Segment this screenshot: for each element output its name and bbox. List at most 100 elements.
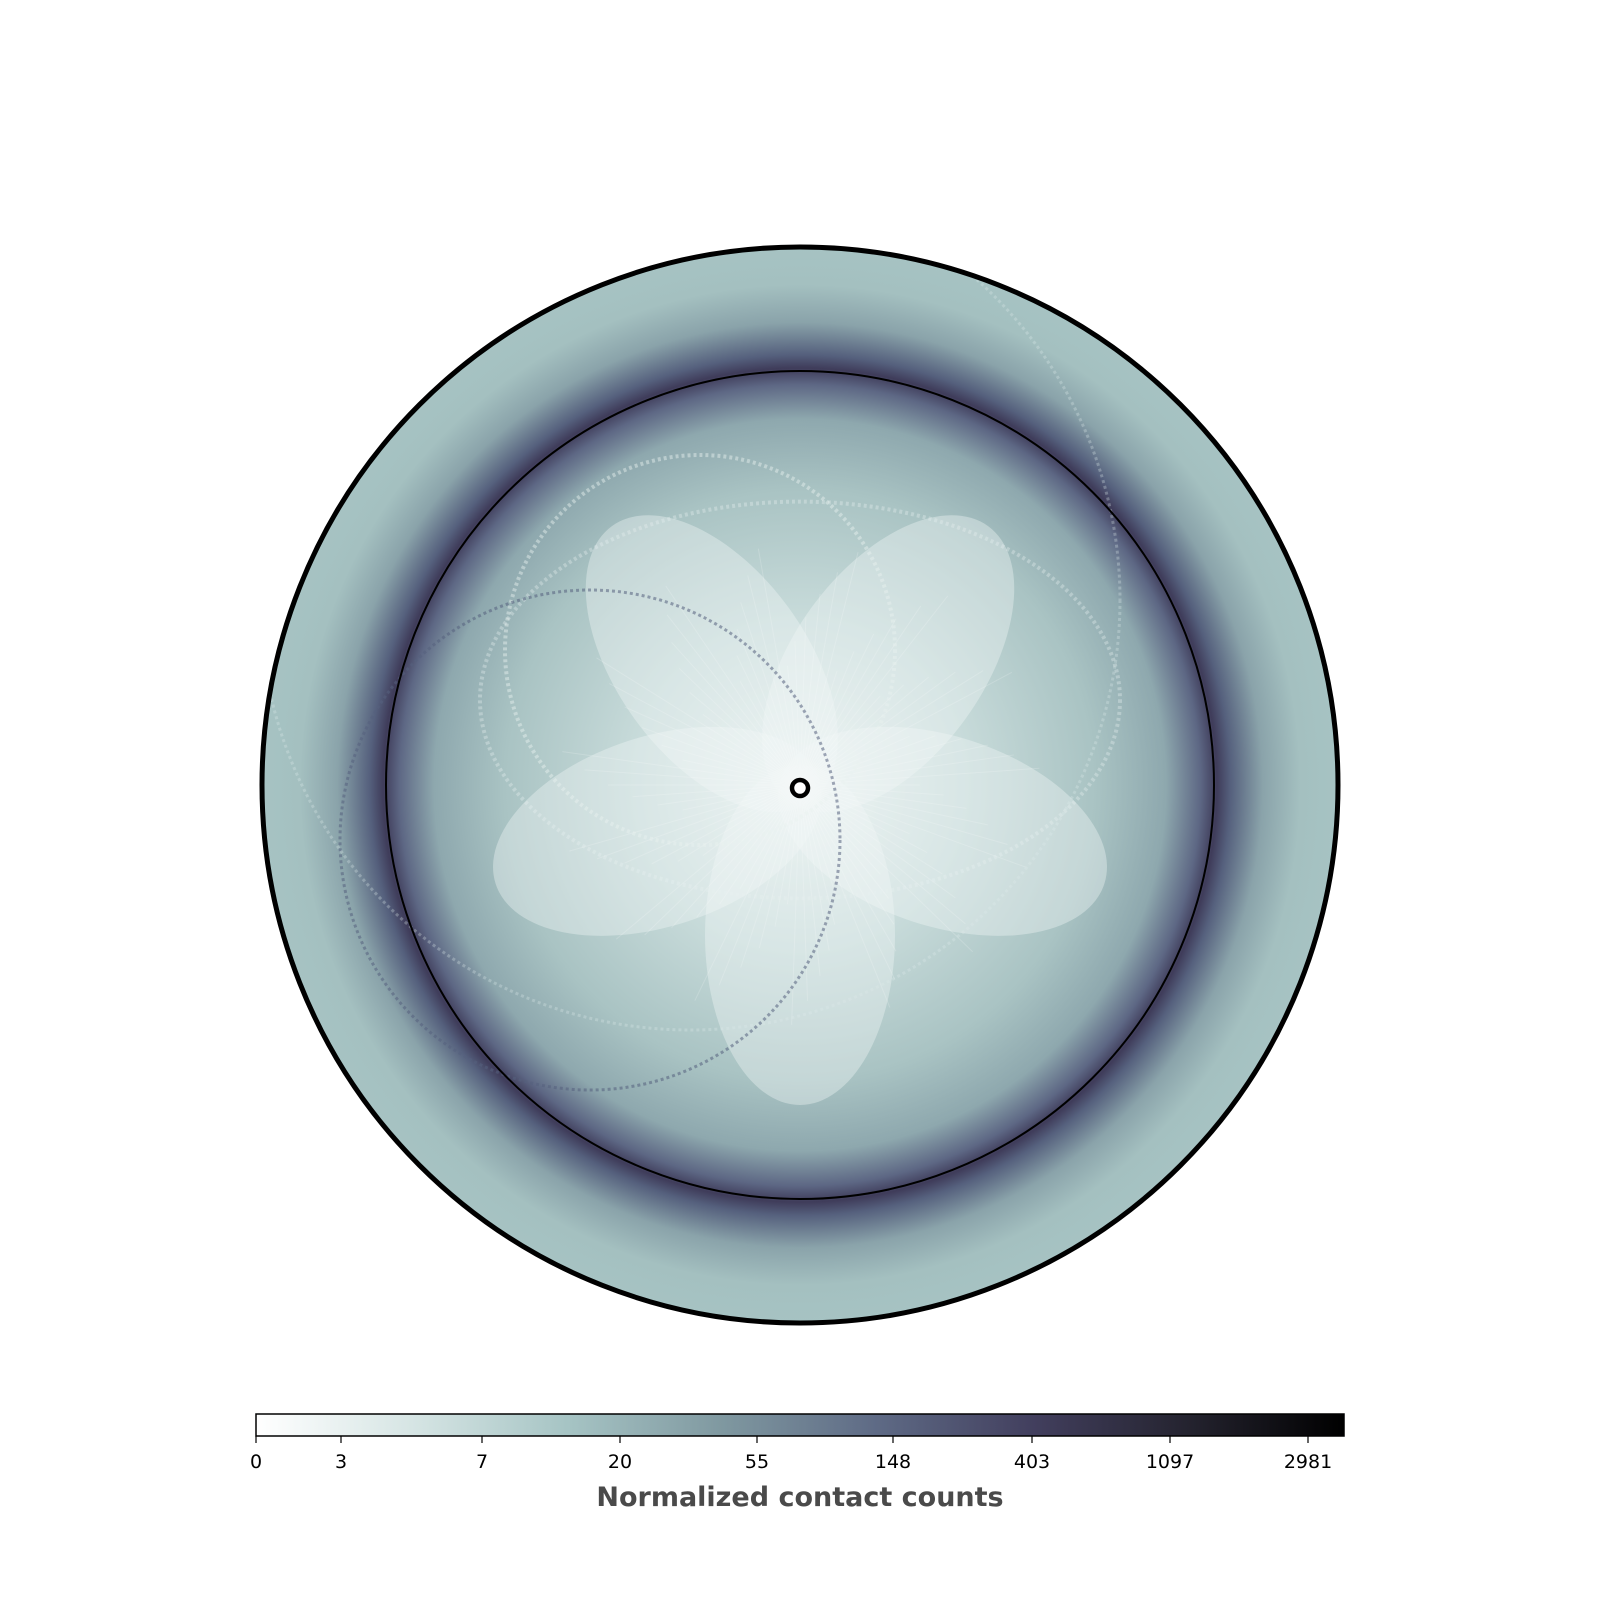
inner-reference-circle — [385, 370, 1215, 1200]
radial-streak — [799, 695, 881, 786]
radial-streak — [799, 784, 836, 925]
radial-streak — [799, 767, 1040, 786]
radial-streak — [624, 784, 801, 864]
outer-boundary-circle — [259, 244, 1341, 1326]
colorbar-tick-label: 7 — [476, 1451, 488, 1473]
radial-streak — [799, 784, 944, 796]
radial-streak — [799, 552, 859, 786]
radial-streak — [657, 784, 801, 806]
radial-streak — [799, 784, 890, 899]
colorbar-tick-label: 3 — [335, 1451, 347, 1473]
petal-pattern — [493, 515, 1107, 1105]
radial-streak — [799, 684, 904, 786]
colorbar-tick-label: 1097 — [1146, 1451, 1194, 1473]
petal-lobe — [585, 515, 838, 813]
radial-streak — [799, 784, 967, 809]
radial-streak — [584, 769, 801, 786]
radial-streak — [694, 784, 801, 1001]
radial-streak — [799, 651, 855, 786]
radial-streak — [799, 595, 949, 786]
radial-streak — [799, 633, 875, 786]
colorbar-tick-label: 2981 — [1284, 1451, 1332, 1473]
radial-streak — [689, 692, 801, 786]
radial-streak — [799, 670, 984, 786]
petal-lobe — [493, 726, 822, 936]
radial-streak — [799, 593, 821, 786]
radial-streak — [624, 706, 801, 786]
radial-streak — [799, 784, 897, 952]
colorbar-label: Normalized contact counts — [596, 1482, 1003, 1513]
radial-streak — [739, 784, 801, 890]
radial-streak — [799, 784, 1026, 868]
colorbar-tick-label: 403 — [1014, 1451, 1050, 1473]
center-marker — [789, 777, 811, 799]
arc-pattern — [262, 247, 1122, 1092]
radial-streak — [665, 585, 801, 786]
radial-streak — [799, 784, 928, 854]
radial-streak — [682, 784, 801, 811]
trajectory-arc — [338, 588, 842, 1092]
radial-streak — [799, 618, 897, 786]
radial-streak — [702, 784, 801, 856]
radial-streak — [615, 784, 801, 940]
radial-streak — [671, 784, 801, 929]
radial-streak — [774, 784, 801, 927]
radial-streak — [596, 657, 801, 786]
radial-streak — [799, 617, 807, 786]
radial-streak — [794, 641, 801, 786]
petal-lobe — [705, 765, 895, 1105]
radial-streak — [799, 671, 956, 786]
trajectory-arc — [262, 247, 1122, 1032]
radial-streak — [799, 784, 896, 980]
radial-streak — [609, 683, 801, 786]
trajectory-arc — [478, 499, 1122, 901]
radial-streak — [786, 784, 801, 905]
petal-lobe — [762, 515, 1015, 813]
radial-streak — [799, 784, 943, 875]
radial-streak — [747, 575, 801, 786]
colorbar-tick-label: 55 — [745, 1451, 769, 1473]
radial-streak — [799, 784, 809, 1001]
radial-streak — [799, 784, 838, 900]
radial-streak — [799, 784, 910, 835]
radial-streak — [719, 784, 801, 905]
radial-streak — [740, 602, 801, 786]
radial-streak — [799, 754, 1014, 786]
colorbar-tick-label: 0 — [250, 1451, 262, 1473]
radial-streak — [786, 665, 801, 786]
radial-streak — [736, 655, 801, 786]
colorbar-tick-label: 20 — [608, 1451, 632, 1473]
radial-streak — [682, 759, 801, 786]
radial-streak — [799, 784, 891, 1008]
radial-streak — [702, 714, 801, 786]
radial-streak — [651, 784, 801, 865]
radial-streak — [677, 784, 801, 862]
trajectory-arc — [503, 453, 897, 847]
radial-streak — [739, 680, 801, 786]
radial-streak — [799, 735, 936, 786]
radial-streak — [799, 605, 922, 786]
radial-streak — [569, 784, 801, 852]
radial-streak — [799, 784, 821, 977]
radial-streak — [718, 784, 801, 986]
radial-streak — [799, 784, 881, 875]
radial-streak — [799, 670, 838, 786]
radial-streak — [799, 572, 839, 786]
radial-streak — [641, 727, 801, 786]
radial-streak — [757, 548, 801, 786]
radial-streak — [696, 784, 801, 918]
radial-streak — [799, 784, 966, 925]
colorbar: 0 3 7 20 55 148 403 1097 2981 Normalized contact… — [250, 1413, 1345, 1513]
radial-streak — [799, 676, 930, 786]
radial-streak — [562, 751, 801, 786]
radial-streak — [758, 784, 801, 949]
colorbar-gradient — [255, 1413, 1345, 1437]
radial-streak — [661, 744, 801, 786]
colorbar-tick-label: 148 — [875, 1451, 911, 1473]
radial-streak — [740, 784, 801, 968]
radial-streak — [671, 641, 801, 786]
heatmap-disk — [259, 244, 1341, 1326]
radial-streak — [632, 784, 801, 798]
radial-streak — [791, 784, 801, 1025]
